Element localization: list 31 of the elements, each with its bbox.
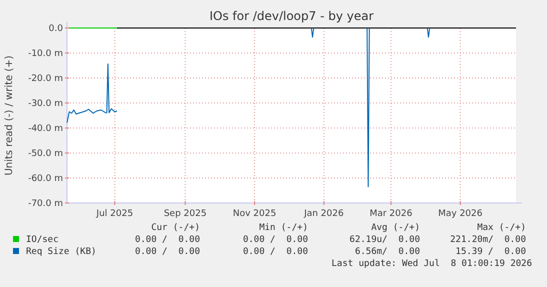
- x-tick-label: Nov 2025: [232, 209, 276, 219]
- y-tick-label: -30.0 m: [28, 99, 63, 109]
- x-tick-label: May 2026: [438, 209, 483, 219]
- y-tick-label: -60.0 m: [28, 174, 63, 184]
- text: 6.56m/ 0.00: [354, 247, 420, 257]
- text: 0.00 / 0.00: [242, 235, 308, 245]
- x-tick-label: Sep 2025: [164, 209, 207, 219]
- text: Last update: Wed Jul 8 01:00:19 2026: [332, 259, 532, 269]
- legend-label: IO/sec: [26, 235, 59, 245]
- text: 0.00 / 0.00: [242, 247, 308, 257]
- text: 0.00 / 0.00: [134, 247, 200, 257]
- text: Cur (-/+): [151, 223, 200, 233]
- text: 62.19u/ 0.00: [350, 235, 420, 245]
- chart-title: IOs for /dev/loop7 - by year: [209, 9, 374, 23]
- text: 0.00 / 0.00: [134, 235, 200, 245]
- y-tick-label: -10.0 m: [28, 49, 63, 59]
- text: 221.20m/ 0.00: [450, 235, 526, 245]
- text: Max (-/+): [477, 223, 526, 233]
- y-tick-label: -20.0 m: [28, 74, 63, 84]
- text: 15.39 / 0.00: [456, 247, 526, 257]
- y-tick-label: -40.0 m: [28, 124, 63, 134]
- x-tick-label: Jan 2026: [303, 209, 344, 219]
- y-axis-title: Units read (-) / write (+): [4, 55, 15, 176]
- text: Min (-/+): [259, 223, 308, 233]
- legend-label: Req Size (KB): [26, 247, 96, 257]
- y-tick-label: -50.0 m: [28, 149, 63, 159]
- x-tick-label: Jul 2025: [95, 209, 134, 219]
- text: Avg (-/+): [371, 223, 420, 233]
- y-tick-label: 0.0: [48, 24, 64, 34]
- x-tick-label: Mar 2026: [370, 209, 413, 219]
- y-tick-label: -70.0 m: [28, 199, 63, 209]
